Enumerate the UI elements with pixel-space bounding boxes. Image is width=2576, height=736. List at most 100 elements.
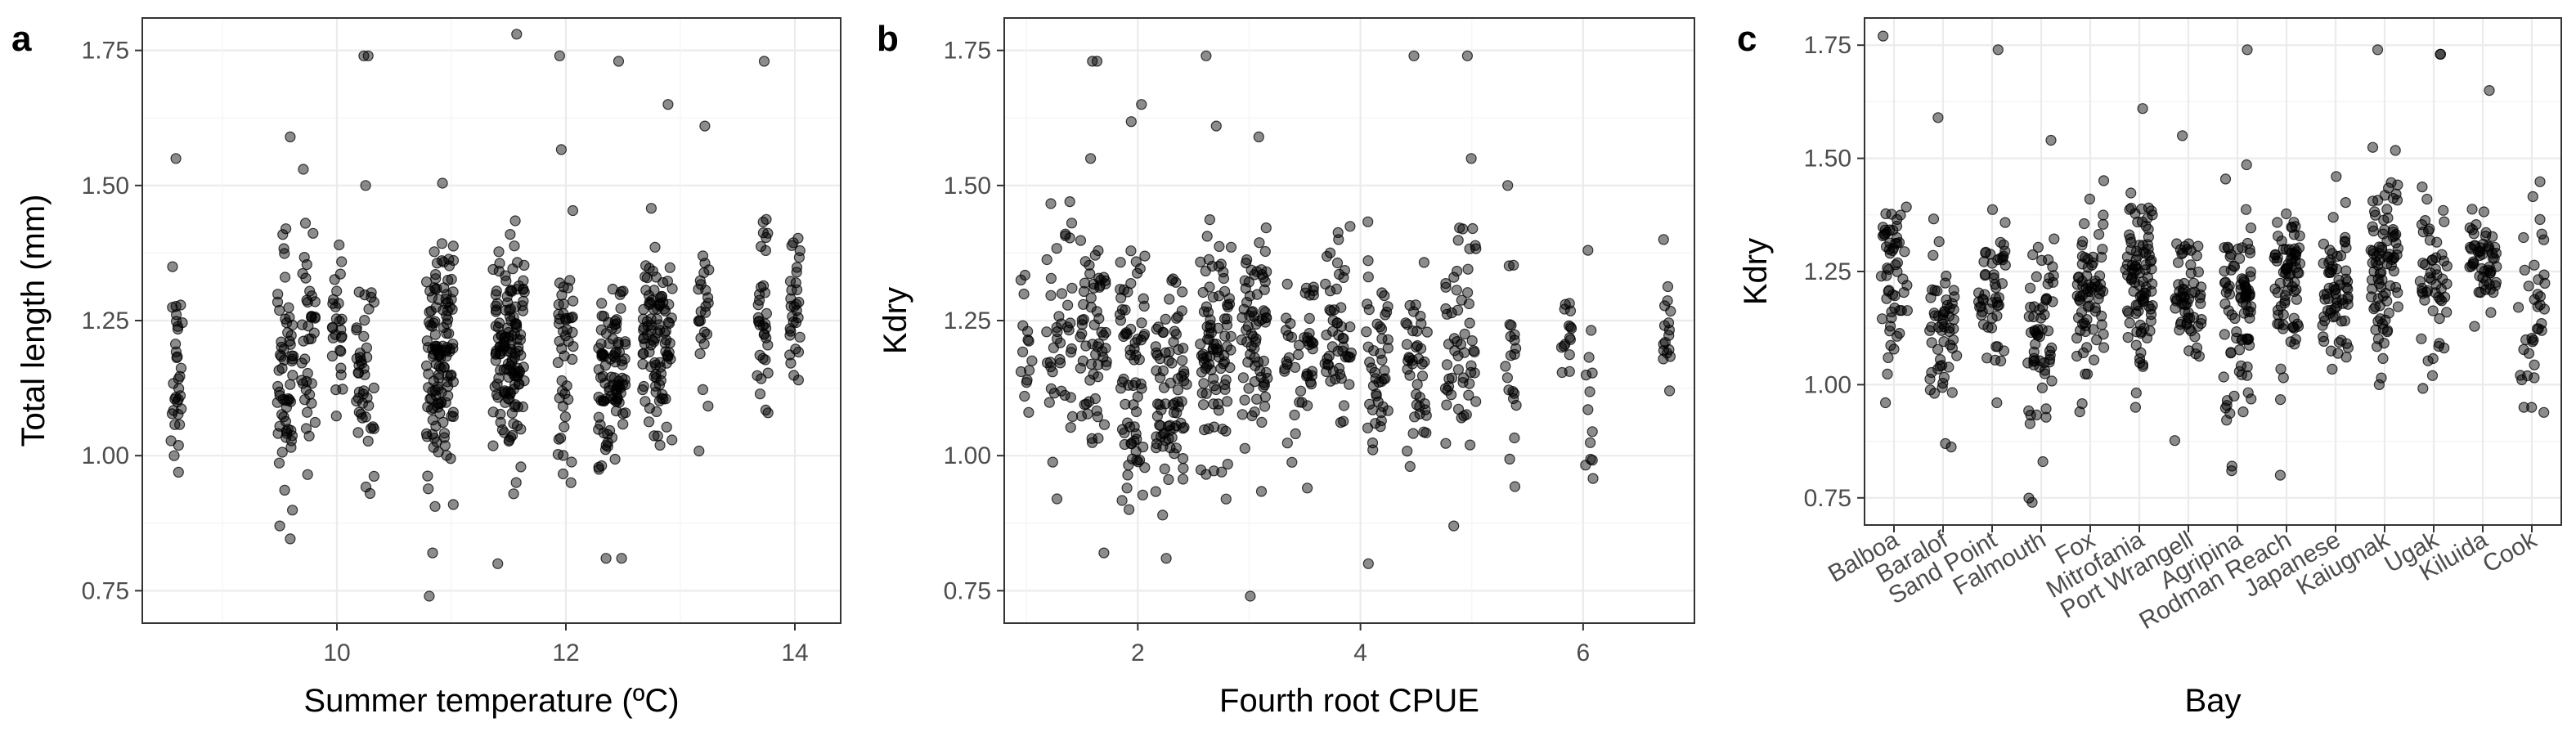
data-point	[662, 99, 674, 110]
data-point	[609, 453, 621, 465]
data-point	[353, 360, 365, 371]
data-point	[607, 283, 618, 295]
data-point	[274, 304, 285, 316]
data-point	[2342, 298, 2354, 310]
data-point	[1154, 372, 1166, 384]
data-point	[1407, 428, 1419, 439]
data-point	[2392, 179, 2403, 191]
data-point	[2325, 345, 2336, 357]
data-point	[1469, 346, 1480, 358]
data-point	[447, 376, 460, 388]
data-point	[2192, 321, 2204, 332]
data-point	[493, 317, 505, 329]
data-point	[2081, 342, 2093, 353]
data-point	[169, 393, 181, 405]
y-tick-label: 1.25	[82, 307, 129, 334]
data-point	[2129, 261, 2142, 272]
data-point	[1214, 240, 1225, 252]
data-point	[640, 285, 652, 296]
data-point	[1223, 293, 1236, 304]
data-point	[2416, 333, 2427, 344]
data-point	[301, 375, 312, 387]
data-point	[697, 250, 709, 262]
data-point	[1169, 448, 1180, 460]
data-point	[559, 388, 571, 400]
data-point	[495, 416, 506, 429]
data-point	[617, 285, 629, 297]
grid-b	[1004, 18, 1694, 623]
data-point	[1053, 311, 1065, 322]
data-point	[1441, 399, 1452, 411]
data-point	[1115, 257, 1126, 268]
data-point	[2527, 191, 2538, 202]
data-point	[288, 350, 299, 361]
data-point	[1501, 372, 1514, 384]
data-point	[2192, 240, 2204, 252]
data-point	[1236, 334, 1247, 346]
data-point	[2434, 313, 2445, 325]
data-point	[2367, 141, 2379, 153]
data-point	[637, 384, 648, 396]
data-point	[2483, 244, 2494, 255]
data-point	[657, 276, 669, 289]
data-point	[1301, 482, 1313, 494]
data-point	[2096, 310, 2107, 321]
data-point	[1464, 378, 1475, 389]
data-point	[1371, 390, 1382, 402]
data-point	[663, 347, 675, 358]
data-point	[1875, 271, 1887, 282]
data-point	[1465, 153, 1477, 164]
data-point	[2480, 284, 2491, 295]
data-point	[1236, 312, 1248, 323]
data-point	[2077, 236, 2089, 247]
data-point	[1195, 256, 1206, 267]
data-point	[2091, 334, 2103, 346]
data-point	[428, 317, 439, 329]
data-point	[1172, 311, 1184, 322]
data-point	[2242, 361, 2253, 373]
data-point	[762, 227, 774, 239]
data-point	[1418, 257, 1430, 268]
data-point	[2367, 257, 2378, 268]
data-point	[1982, 321, 1994, 333]
data-point	[2340, 352, 2352, 363]
data-point	[440, 397, 451, 408]
data-point	[1063, 325, 1075, 336]
data-point	[1945, 441, 1957, 453]
data-point	[559, 350, 570, 361]
x-ticks-b: 2 4 6	[1131, 623, 1590, 666]
data-point	[1507, 393, 1519, 405]
data-point	[2028, 346, 2040, 357]
data-point	[1044, 357, 1057, 368]
data-point	[552, 448, 564, 460]
data-point	[613, 56, 625, 67]
data-point	[327, 322, 339, 334]
data-point	[1254, 237, 1265, 249]
data-point	[362, 50, 374, 61]
data-point	[509, 401, 521, 412]
data-point	[1170, 276, 1182, 288]
data-point	[1016, 346, 1029, 357]
data-point	[1043, 397, 1055, 408]
points-b	[1015, 50, 1676, 602]
data-point	[1168, 406, 1180, 418]
data-point	[1078, 285, 1090, 297]
data-point	[2098, 218, 2109, 230]
data-point	[2272, 217, 2283, 228]
data-point	[307, 227, 319, 239]
data-point	[447, 254, 460, 267]
data-point	[654, 292, 666, 303]
data-point	[1151, 323, 1162, 335]
data-point	[442, 390, 454, 402]
data-point	[2433, 340, 2444, 352]
data-point	[1221, 319, 1233, 331]
data-point	[2421, 193, 2433, 205]
data-point	[2238, 307, 2250, 319]
data-point	[1157, 365, 1169, 377]
data-point	[1363, 304, 1375, 316]
data-point	[1510, 400, 1522, 411]
data-point	[1509, 432, 1520, 444]
data-point	[2289, 285, 2300, 297]
data-point	[655, 368, 667, 379]
